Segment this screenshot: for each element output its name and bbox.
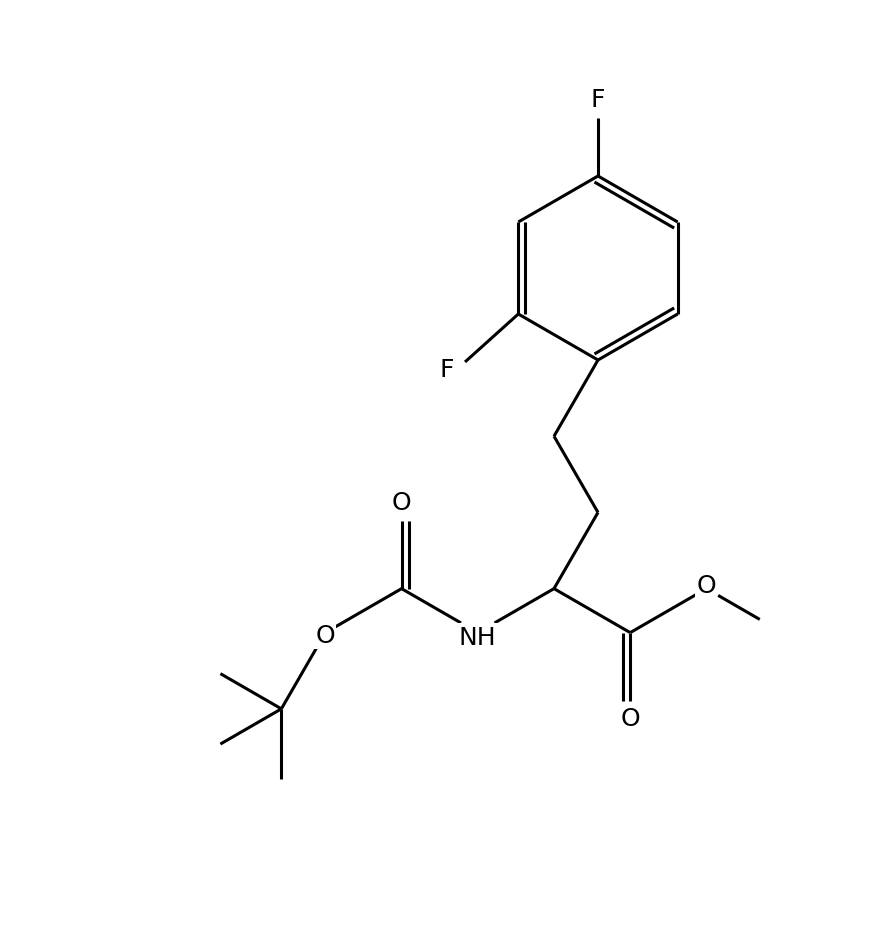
Text: NH: NH	[459, 626, 497, 650]
Text: O: O	[621, 707, 640, 731]
Text: F: F	[591, 88, 606, 112]
Text: F: F	[439, 358, 454, 382]
Text: O: O	[697, 573, 716, 597]
Text: O: O	[392, 491, 411, 515]
Text: O: O	[316, 623, 335, 647]
